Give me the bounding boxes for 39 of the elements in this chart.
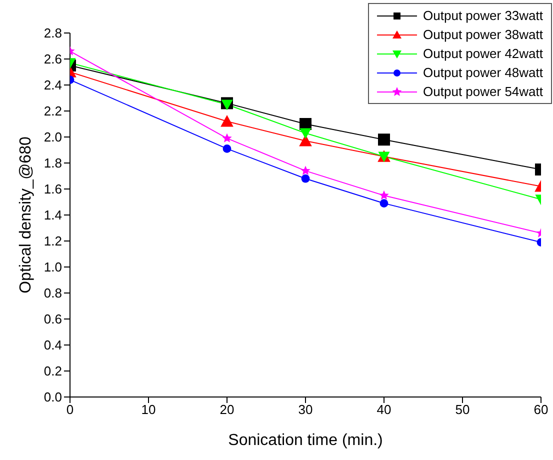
x-tick-label: 60 [534,402,548,418]
x-tick-label: 20 [220,402,234,418]
y-tick-label: 0.4 [44,338,62,353]
point [301,174,310,183]
legend-label: Output power 38watt [423,27,543,42]
legend-label: Output power 33watt [423,8,543,23]
point [222,133,232,142]
legend-label: Output power 42watt [423,46,543,61]
y-tick-label: 0.0 [44,390,62,405]
y-tick-label: 1.4 [44,208,62,223]
point [220,115,234,127]
point [379,190,389,200]
legend-label: Output power 54watt [423,84,543,99]
y-tick-label: 0.2 [44,364,62,379]
y-tick-label: 2.8 [44,26,62,41]
y-tick-label: 1.8 [44,156,62,171]
point [378,134,390,146]
x-tick-label: 30 [298,402,313,418]
x-tick-label: 0 [66,402,74,418]
y-tick-label: 2.0 [44,130,62,145]
y-axis-title: Optical density_@680 [18,136,35,294]
x-axis-title: Sonication time (min.) [228,432,383,449]
y-tick-label: 2.2 [44,104,62,119]
point [222,144,232,153]
point [380,199,388,208]
y-tick-label: 1.6 [44,182,62,197]
x-tick-label: 50 [455,402,470,418]
x-tick-label: 10 [141,402,156,418]
y-tick-label: 0.8 [44,286,62,301]
point [300,128,312,139]
y-tick-label: 2.6 [44,52,62,67]
y-tick-label: 2.4 [44,78,62,93]
point [221,100,233,110]
point [300,166,310,175]
y-tick-label: 1.2 [44,234,62,249]
y-tick-label: 1.0 [44,260,62,275]
legend-label: Output power 48watt [423,65,543,80]
x-tick-label: 40 [376,402,392,418]
y-tick-label: 0.6 [44,312,62,327]
